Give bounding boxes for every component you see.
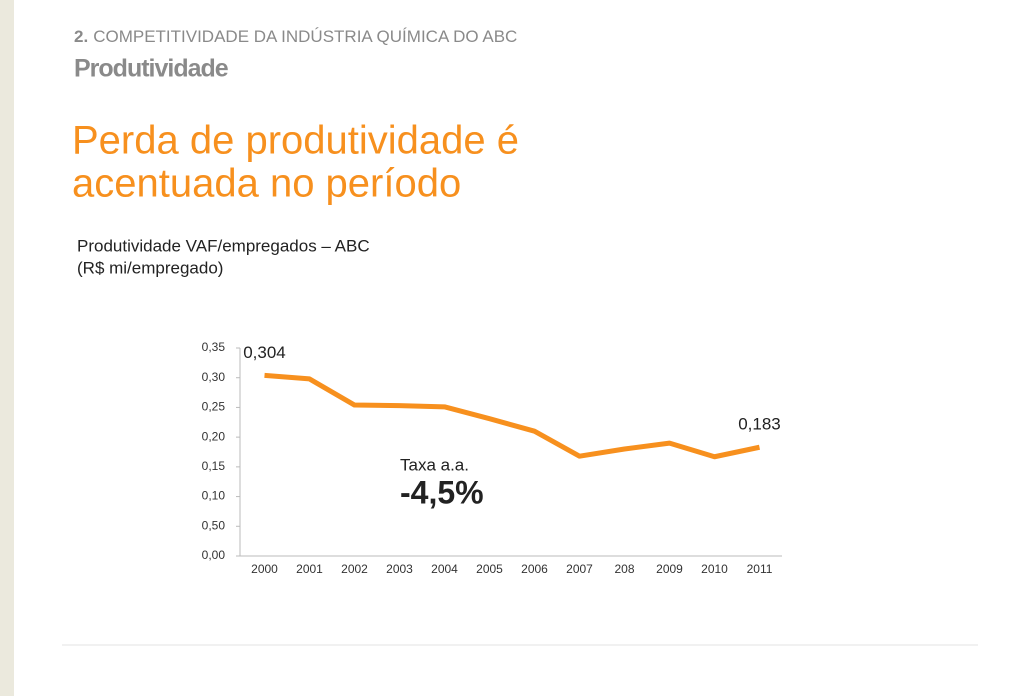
x-tick-label: 2003 [386,562,413,576]
x-tick-label: 2004 [431,562,458,576]
x-tick-label: 2001 [296,562,323,576]
y-tick-label: 0,10 [202,489,226,503]
annotation: -4,5% [400,474,484,510]
y-tick-label: 0,25 [202,400,226,414]
y-tick-label: 0,35 [202,340,226,354]
x-tick-label: 2000 [251,562,278,576]
headline: acentuada no período [72,162,461,206]
section-title: COMPETITIVIDADE DA INDÚSTRIA QUÍMICA DO … [93,27,517,46]
section-number: 2. [74,27,88,46]
side-strip [0,0,14,696]
x-tick-label: 2009 [656,562,683,576]
data-label: 0,304 [243,343,286,362]
x-tick-label: 2002 [341,562,368,576]
data-label: 0,183 [738,415,781,434]
y-tick-label: 0,20 [202,429,226,443]
chart-title: Produtividade VAF/empregados – ABC [77,236,370,255]
line [264,372,761,460]
y-tick-label: 0,00 [202,548,226,562]
headline: Perda de produtividade é [72,119,519,163]
x-tick-label: 2006 [521,562,548,576]
x-tick-label: 2005 [476,562,503,576]
x-tick-label: 2010 [701,562,728,576]
y-tick-label: 0,30 [202,370,226,384]
section-header: 2. COMPETITIVIDADE DA INDÚSTRIA QUÍMICA D… [74,27,517,46]
x-tick-label: 2011 [747,562,773,576]
subtitle: Produtividade [74,55,229,83]
chart-title: (R$ mi/empregado) [77,258,223,277]
x-tick-label: 2007 [566,562,593,576]
y-tick-label: 0,50 [202,518,226,532]
x-tick-label: 208 [614,562,634,576]
annotation: Taxa a.a. [400,455,469,474]
y-tick-label: 0,15 [202,459,226,473]
